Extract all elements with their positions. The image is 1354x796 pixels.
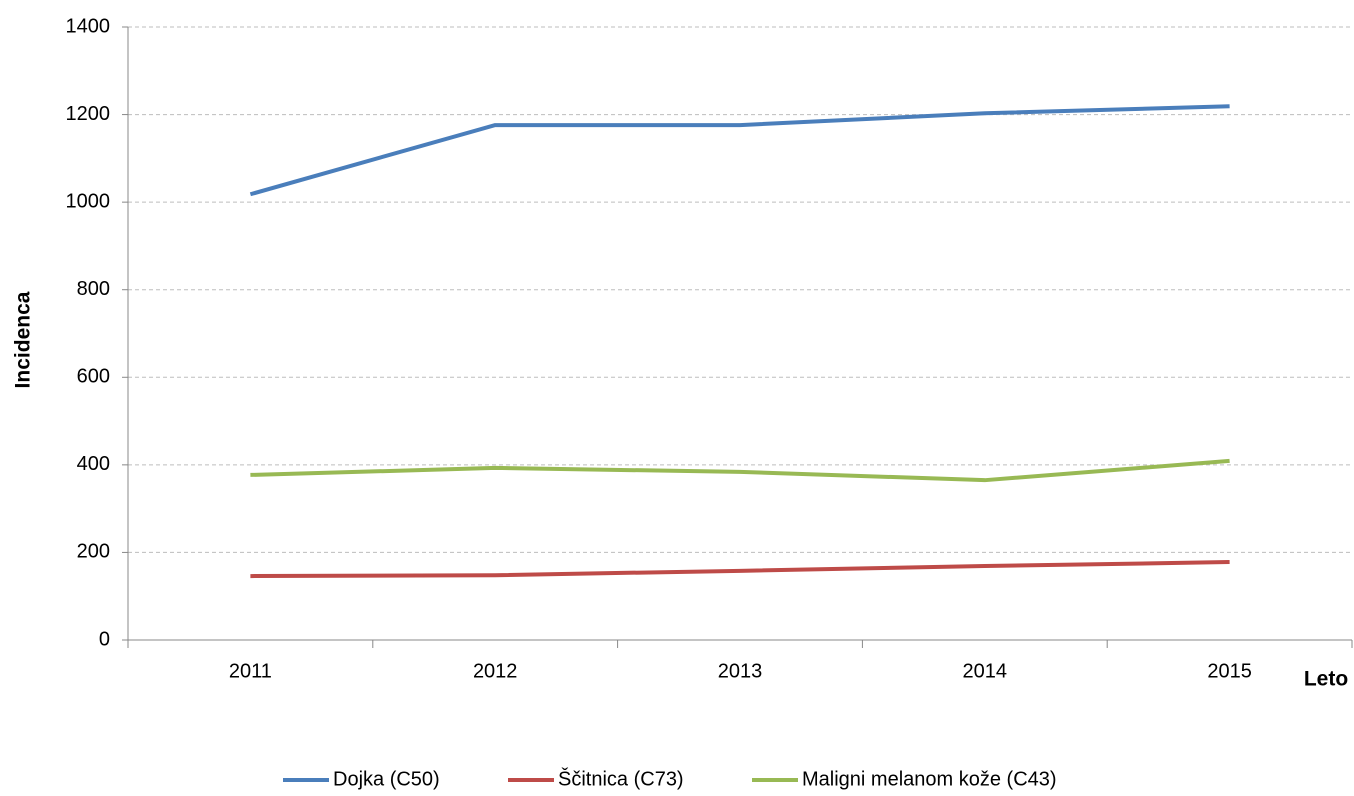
legend-label: Dojka (C50) bbox=[333, 768, 440, 790]
x-axis-label: Leto bbox=[1304, 668, 1348, 691]
x-tick-label: 2012 bbox=[473, 660, 518, 682]
x-tick-label: 2011 bbox=[229, 660, 272, 682]
y-tick-label: 0 bbox=[99, 628, 110, 650]
y-tick-label: 800 bbox=[77, 278, 110, 300]
x-tick-label: 2014 bbox=[963, 660, 1008, 682]
series-line bbox=[250, 560, 1230, 579]
y-tick-label: 1000 bbox=[66, 190, 111, 212]
y-tick-label: 600 bbox=[77, 366, 110, 388]
y-tick-label: 1200 bbox=[66, 103, 111, 125]
series-line bbox=[249, 104, 1230, 197]
y-tick-label: 1400 bbox=[66, 15, 111, 37]
y-axis-label: Incidenca bbox=[12, 291, 35, 388]
legend-label: Ščitnica (C73) bbox=[558, 767, 684, 790]
y-tick-label: 400 bbox=[77, 453, 110, 475]
legend-label: Maligni melanom kože (C43) bbox=[802, 768, 1057, 790]
series-line bbox=[250, 458, 1230, 483]
y-tick-label: 200 bbox=[77, 541, 110, 563]
x-tick-label: 2015 bbox=[1207, 660, 1252, 682]
x-tick-label: 2013 bbox=[718, 660, 763, 682]
